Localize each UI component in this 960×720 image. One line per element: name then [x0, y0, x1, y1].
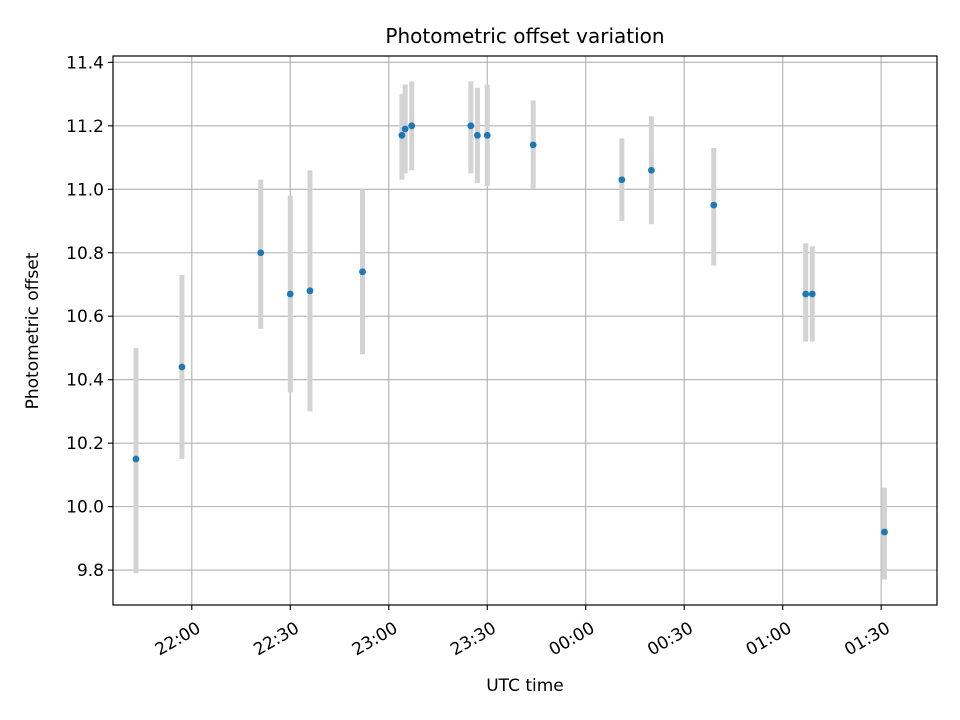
data-point [618, 176, 626, 184]
data-point [401, 125, 409, 133]
x-axis-label: UTC time [486, 676, 564, 696]
y-tick-label: 10.2 [66, 434, 104, 454]
data-point [647, 166, 655, 174]
y-tick-label: 10.6 [66, 307, 104, 327]
data-point [808, 290, 816, 298]
data-point [286, 290, 294, 298]
data-point [467, 122, 475, 130]
data-point [257, 249, 265, 257]
data-point [408, 122, 416, 130]
y-tick-label: 10.4 [66, 371, 104, 391]
data-point [473, 131, 481, 139]
data-point [529, 141, 537, 149]
data-point [132, 455, 140, 463]
y-tick-label: 11.0 [66, 180, 104, 200]
data-points [132, 122, 888, 536]
data-point [306, 287, 314, 295]
data-point [483, 131, 491, 139]
plot-frame [112, 55, 938, 606]
y-tick-label: 9.8 [77, 561, 104, 581]
y-tick-label: 10.8 [66, 244, 104, 264]
y-tick-label: 11.4 [66, 53, 104, 73]
data-point [802, 290, 810, 298]
data-point [398, 131, 406, 139]
data-point [178, 363, 186, 371]
data-point [881, 528, 888, 536]
chart-title: Photometric offset variation [385, 24, 664, 48]
data-point [359, 268, 366, 276]
data-point [710, 201, 718, 209]
y-tick-label: 11.2 [66, 117, 104, 137]
y-axis-label: Photometric offset [23, 252, 43, 409]
grid-lines [113, 56, 937, 605]
y-tick-label: 10.0 [66, 498, 104, 518]
